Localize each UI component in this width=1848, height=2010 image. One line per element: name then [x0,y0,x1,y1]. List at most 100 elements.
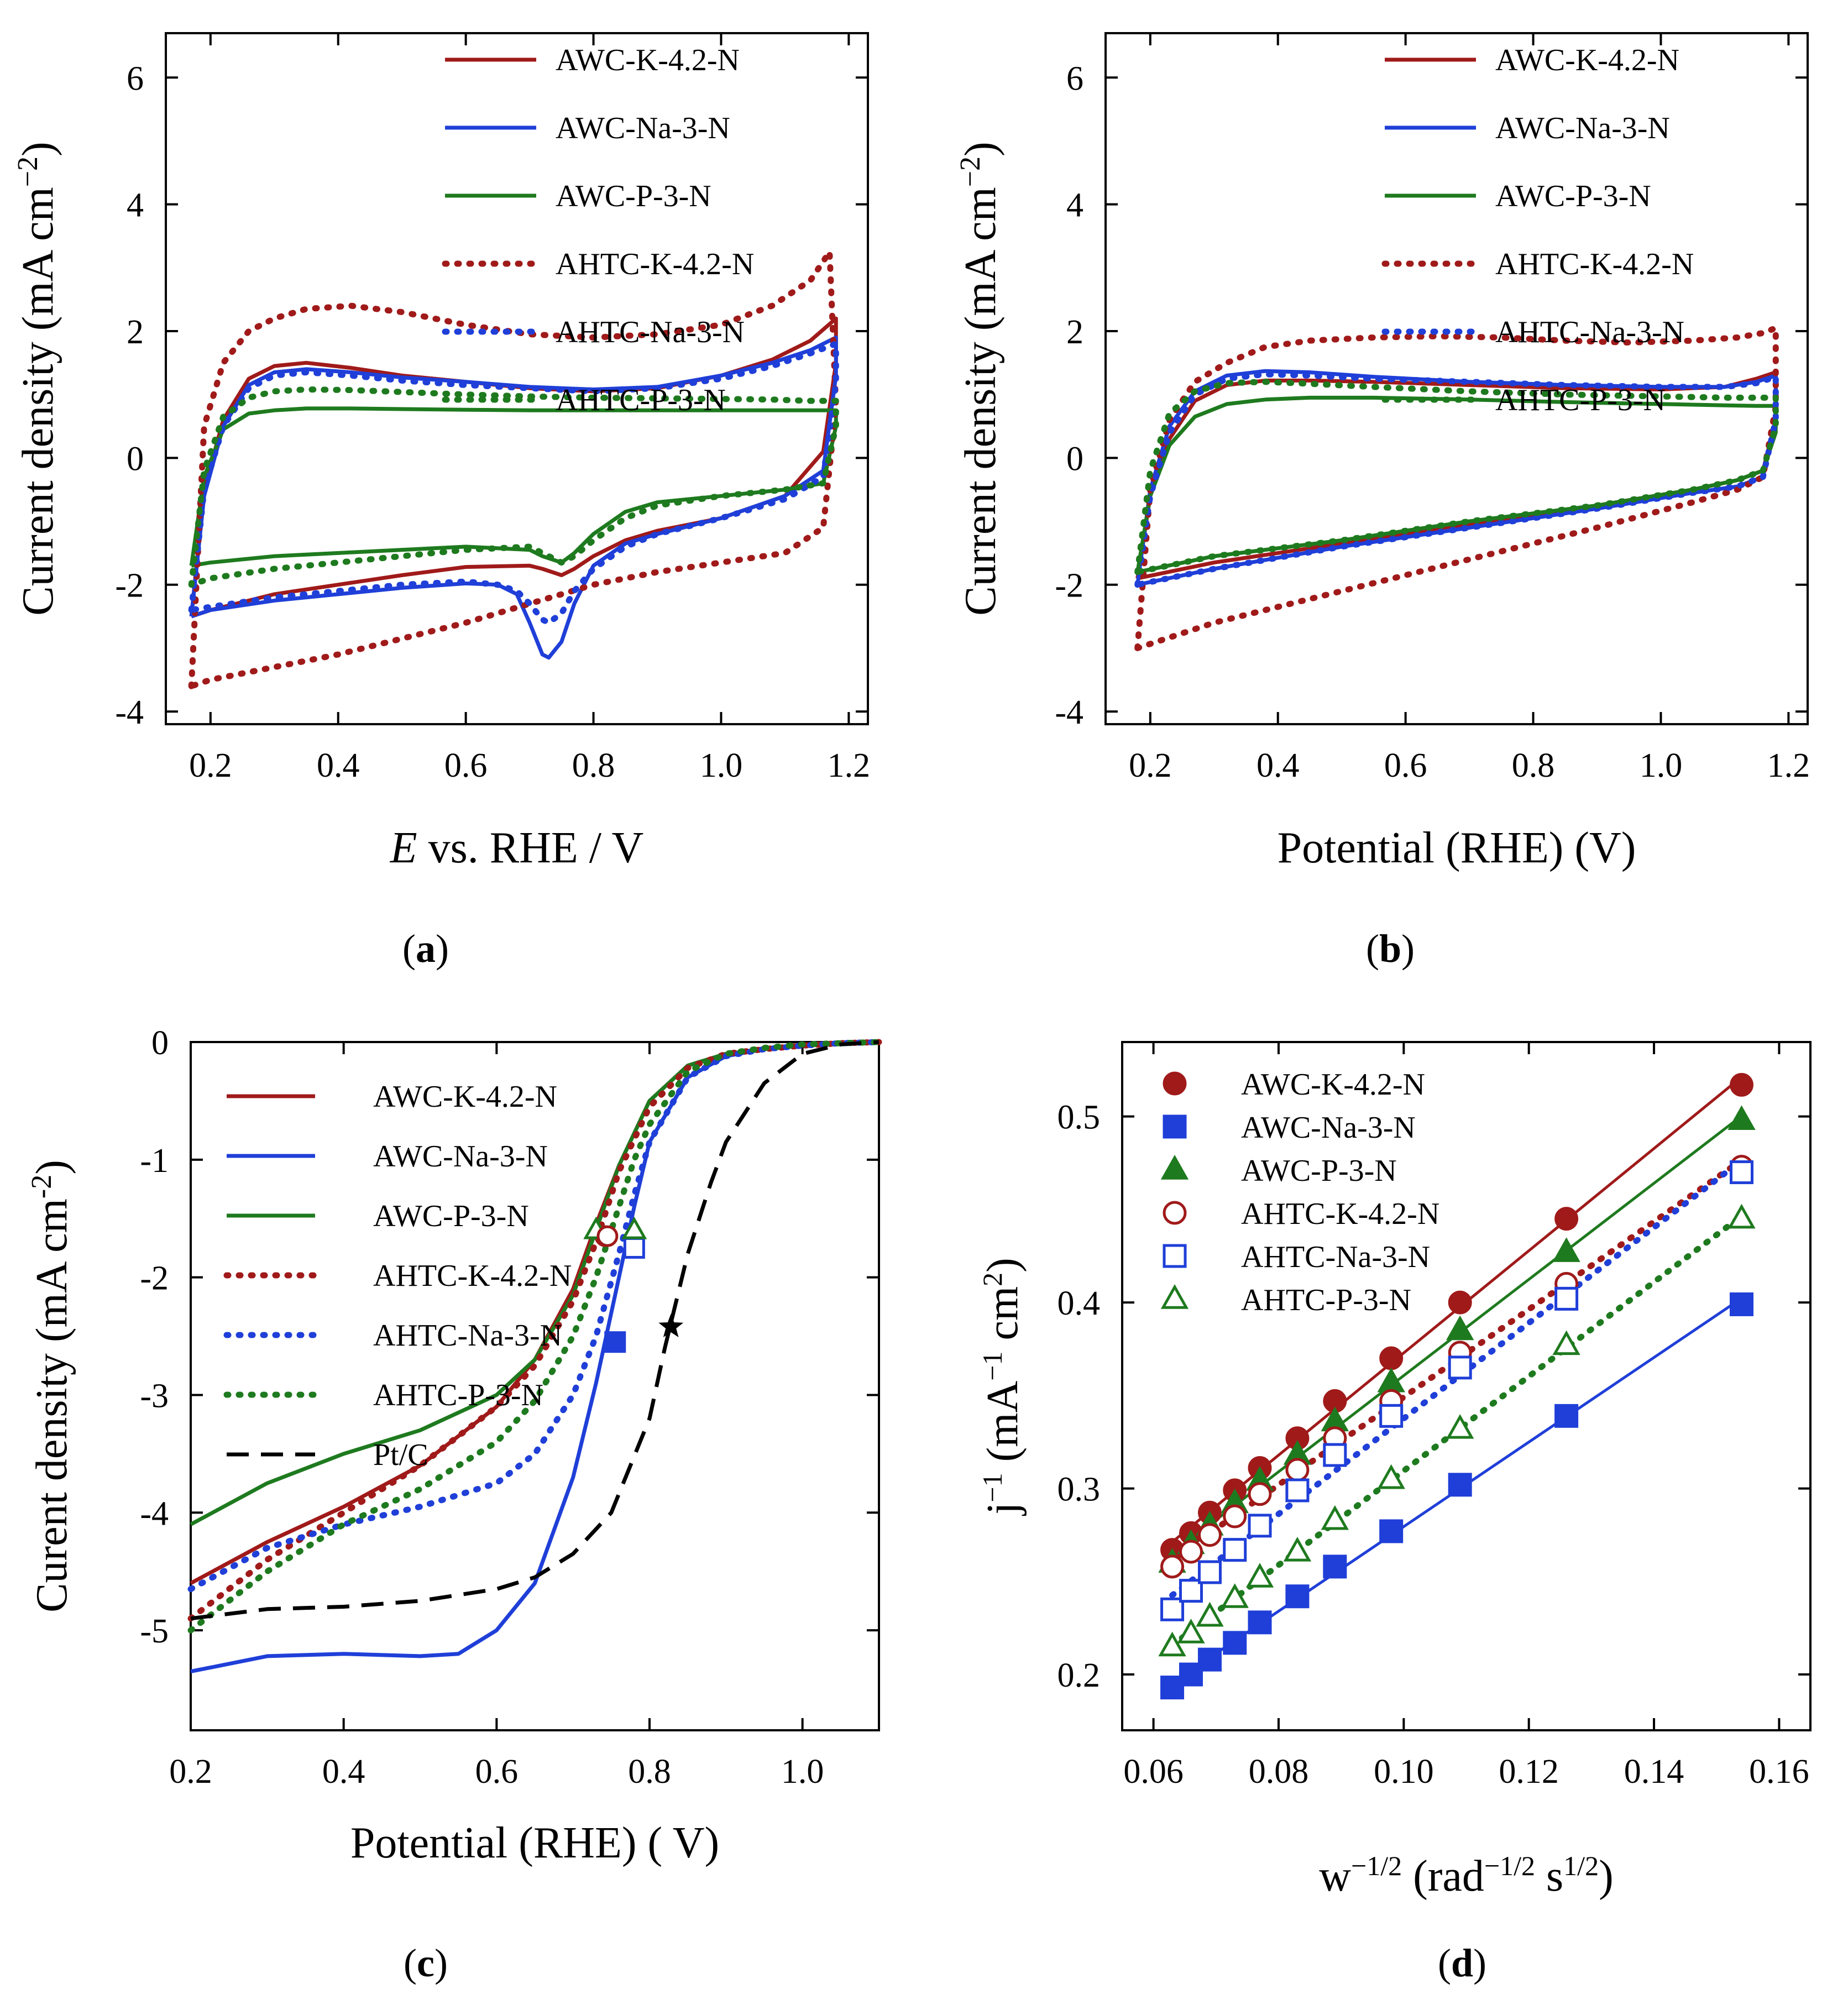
data-point-d-1 [1248,1610,1272,1635]
data-point-d-1 [1730,1292,1753,1316]
x-axis-label-rest-a: vs. RHE / V [417,824,644,872]
legend-marker-d-5 [1160,1284,1189,1309]
x-label-mid: (rad [1402,1852,1484,1901]
y-label-base: j [978,1503,1027,1516]
caption-open-d: ( [1438,1941,1451,1985]
data-point-d-3 [1179,1540,1203,1564]
data-point-d-4 [1160,1597,1185,1621]
y-tick-label-b: -2 [1055,567,1083,605]
y-tick-label-b: 2 [1066,313,1083,351]
legend-label-c-2: AWC-P-3-N [373,1199,529,1233]
legend-label-d-0: AWC-K-4.2-N [1241,1067,1425,1102]
legend-label-a-4: AHTC-Na-3-N [556,315,745,349]
x-axis-label-c: Potential (RHE) ( V) [350,1819,719,1867]
legend-label-c-1: AWC-Na-3-N [373,1139,548,1174]
legend-label-a-5: AHTC-P-3-N [556,383,726,417]
legend-label-d-4: AHTC-Na-3-N [1241,1240,1430,1274]
caption-letter-a: a [416,927,436,971]
y-axis-label-sup-a: −2 [12,156,44,187]
x-tick-label-c: 0.4 [322,1753,365,1791]
x-tick-label-b: 0.4 [1257,747,1300,784]
y-tick-label-a: -4 [115,694,144,731]
x-tick-label-c: 0.8 [628,1753,671,1791]
caption-open-a: ( [402,927,416,971]
series-line-a-2 [189,406,838,568]
x-axis-label-italic-a: E [390,824,417,872]
data-point-d-2 [1727,1105,1756,1130]
y-label-mid2: cm [978,1286,1027,1352]
y-label-sup2: −1 [977,1352,1008,1381]
panel-b: 0.2 0.4 0.6 0.8 1.0 1.2 -4 -2 0 2 4 6 AWC-K-4.2-N AWC… [955,32,1810,971]
series-line-a-1 [189,336,838,660]
y-axis-label-c: Curent density (mA cm-2) [26,1160,77,1613]
y-axis-label-main-a: Current density (mA cm [14,187,62,615]
x-tick-label-a: 0.6 [444,747,488,784]
series-line-b-1 [1135,369,1778,587]
y-tick-label-d: 0.3 [1058,1471,1101,1509]
caption-close-b: ) [1401,927,1415,971]
y-label-close: ) [978,1258,1027,1273]
panel-caption-a: (a) [402,927,449,971]
x-axis-label-d: w−1/2 (rad−1/2 s1/2) [1319,1850,1613,1901]
data-point-d-0 [1730,1072,1753,1097]
y-tick-label-d: 0.5 [1058,1099,1101,1137]
data-point-d-4 [1730,1160,1753,1185]
series-line-b-3 [1134,324,1779,651]
data-point-d-5 [1283,1537,1312,1562]
caption-open-c: ( [404,1941,417,1985]
y-axis-label-b: Current density (mA cm−2) [955,142,1006,615]
x-label-sup3: 1/2 [1563,1850,1599,1881]
x-tick-label-a: 0.8 [572,747,615,784]
x-label-base: w [1319,1852,1351,1901]
data-point-d-4 [1285,1478,1310,1503]
x-axis-label-a: E vs. RHE / V [390,824,644,872]
y-axis-label-sup-c: -2 [26,1175,57,1198]
data-point-d-1 [1323,1554,1347,1579]
legend-marker-d-4 [1163,1244,1187,1268]
data-point-d-3 [1285,1458,1310,1482]
y-tick-label-c: -5 [140,1613,169,1650]
legend-marker-d-1 [1163,1114,1187,1139]
y-tick-label-b: -4 [1055,694,1083,731]
y-label-mid: (mA [978,1381,1027,1473]
series-line-a-3 [188,249,839,689]
panel-d: 0.06 0.08 0.10 0.12 0.14 0.16 0.2 0.3 0.4 0.5 AWC-… [977,1041,1812,1985]
y-axis-label-sup-b: −2 [955,156,986,187]
x-label-sup: −1/2 [1351,1850,1402,1881]
legend-marker-d-0 [1163,1071,1187,1096]
data-point-d-5 [1321,1505,1349,1530]
y-tick-label-c: -1 [140,1142,169,1180]
rde-marker-c-4 [623,1237,645,1259]
y-tick-label-c: -3 [140,1377,169,1415]
data-point-d-4 [1323,1443,1347,1467]
data-point-d-4 [1248,1514,1272,1538]
x-tick-label-d: 0.16 [1749,1753,1809,1791]
data-point-d-5 [1552,1330,1580,1355]
data-point-d-3 [1248,1482,1272,1506]
x-tick-label-d: 0.10 [1374,1753,1434,1791]
data-point-d-2 [1552,1237,1580,1262]
caption-open-b: ( [1366,927,1379,971]
y-tick-label-c: -2 [140,1260,169,1297]
legend-label-b-5: AHTC-P-3-N [1495,383,1666,417]
x-label-sup2: −1/2 [1484,1850,1535,1881]
panel-caption-c: (c) [404,1941,448,1985]
rde-marker-c-5 [621,1216,647,1239]
y-label-sup: −1 [977,1473,1008,1502]
data-point-d-5 [1196,1601,1224,1627]
legend-label-c-5: AHTC-P-3-N [373,1378,543,1412]
data-point-d-3 [1223,1504,1247,1529]
series-line-a-5 [188,386,839,588]
x-label-close: ) [1599,1852,1614,1901]
data-point-d-1 [1448,1473,1472,1497]
caption-letter-b: b [1379,927,1401,971]
series-line-a-4 [188,341,839,626]
x-tick-label-d: 0.06 [1123,1753,1184,1791]
legend-label-c-6: Pt/C [373,1438,428,1472]
panel-c: 0.2 0.4 0.6 0.8 1.0 0 -1 -2 -3 -4 -5 AWC-K-4.2-N AWC… [26,1024,882,1985]
legend-label-a-3: AHTC-K-4.2-N [556,247,754,281]
data-point-d-1 [1223,1631,1247,1655]
x-tick-label-a: 1.0 [700,747,743,784]
y-axis-label-a: Current density (mA cm−2) [12,142,63,615]
